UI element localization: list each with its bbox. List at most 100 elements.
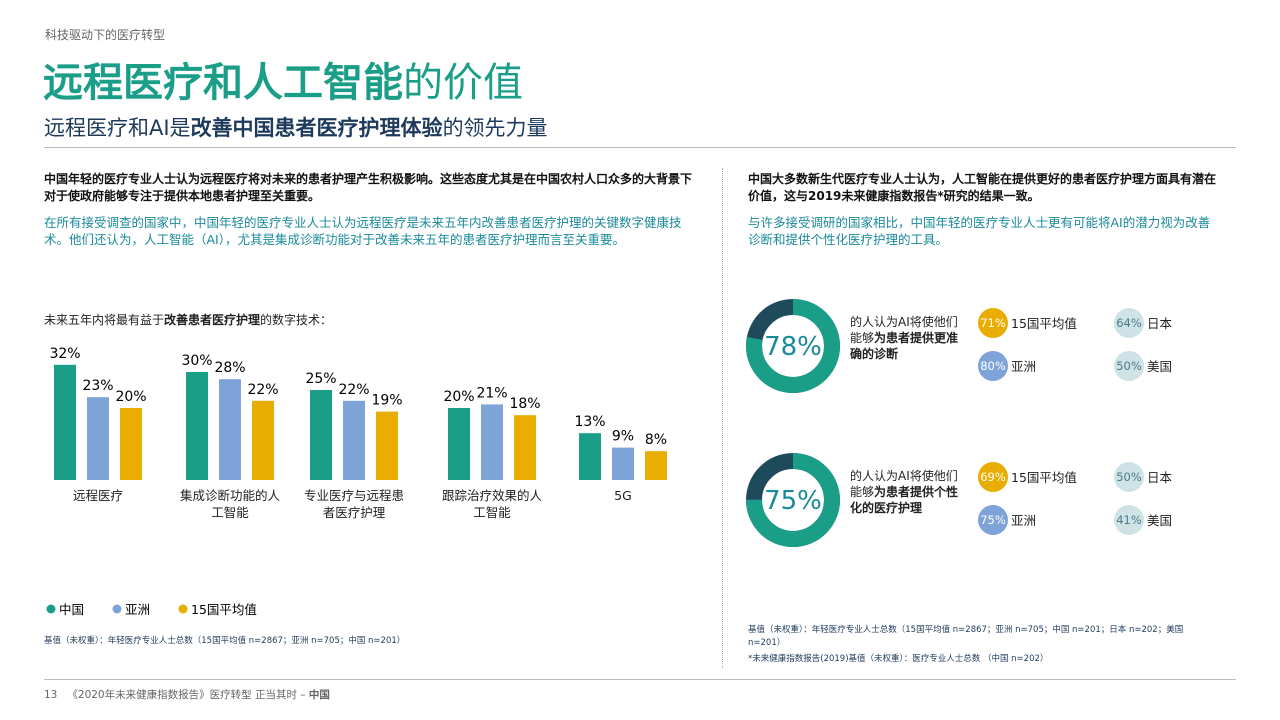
- stat-circle: [1114, 505, 1144, 535]
- right-body: 与许多接受调研的国家相比，中国年轻的医疗专业人士更有可能将AI的潜力视为改善诊断…: [748, 215, 1211, 247]
- bar: [514, 415, 536, 480]
- bar: [87, 397, 109, 480]
- donut-arc: [746, 299, 840, 393]
- value-label: 22%: [247, 382, 278, 398]
- donut-label: 78%: [764, 332, 822, 362]
- stat-circle: [978, 308, 1008, 338]
- value-label: 21%: [476, 385, 507, 401]
- stat-name: 美国: [1147, 513, 1172, 528]
- left-lead: 中国年轻的医疗专业人士认为远程医疗将对未来的患者护理产生积极影响。这些态度尤其是…: [44, 172, 693, 203]
- footer-country: 中国: [308, 689, 330, 701]
- stat-name: 15国平均值: [1011, 316, 1077, 331]
- legend-dot: [46, 604, 56, 614]
- rule: [44, 147, 1236, 148]
- stat-value: 75%: [980, 513, 1006, 527]
- stat-value: 50%: [1116, 470, 1142, 484]
- bar: [120, 408, 142, 480]
- category-label: 集成诊断功能的人工智能: [179, 488, 280, 520]
- bar: [376, 411, 398, 480]
- bar: [343, 400, 365, 480]
- stat-value: 71%: [980, 316, 1006, 330]
- stat-circle: [1114, 308, 1144, 338]
- bar-chart: 32%23%20%30% 28%22%25%22%19% 20% 21%18%13%9…: [46, 346, 667, 617]
- bar: [645, 451, 667, 480]
- left-note: 基值（未权重）：年轻医疗专业人士总数（15国平均值 n=2867；亚洲 n=70…: [44, 636, 406, 646]
- divider: [722, 168, 724, 668]
- bar: [612, 447, 634, 480]
- value-label: 9%: [612, 429, 634, 445]
- bar: [448, 408, 470, 480]
- category-label: 远程医疗: [72, 488, 123, 503]
- stat-name: 日本: [1147, 316, 1173, 331]
- legend-label: 中国: [59, 602, 84, 617]
- donut-text: 的人认为AI将使他们能够为患者提供个性化的医疗护理: [850, 468, 962, 516]
- legend-label: 亚洲: [125, 602, 150, 617]
- donut-text-a: 的人认为AI将使他们能够: [850, 315, 958, 345]
- bar: [481, 404, 503, 480]
- stat-value: 41%: [1116, 513, 1142, 527]
- stat-value: 50%: [1116, 359, 1142, 373]
- right-note-2: *未来健康指数报告(2019)基值（未权重）：医疗专业人士总数 （中国 n=20…: [748, 654, 1049, 664]
- right-note-1: 基值（未权重）：年轻医疗专业人士总数（15国平均值 n=2867；亚洲 n=70…: [748, 625, 1184, 648]
- footer-text: 《2020年未来健康指数报告》医疗转型 正当其时 –: [67, 689, 309, 701]
- left-body: 在所有接受调查的国家中，中国年轻的医疗专业人士认为远程医疗是未来五年内改善患者医…: [44, 215, 682, 247]
- donut-text-b: 为患者提供个性化的医疗护理: [850, 485, 959, 515]
- stat-circle: [1114, 351, 1144, 381]
- stat-value: 69%: [980, 470, 1006, 484]
- title-rest: 的价值: [403, 60, 523, 106]
- chart-title-c: 的数字技术：: [260, 313, 333, 327]
- legend-label: 15国平均值: [191, 602, 257, 617]
- value-label: 28%: [214, 360, 245, 376]
- stat-name: 日本: [1147, 470, 1173, 485]
- title-main: 远程医疗和人工智能: [43, 60, 403, 106]
- bar: [54, 364, 76, 480]
- subtitle: 远程医疗和AI是改善中国患者医疗护理体验的领先力量: [44, 112, 548, 142]
- donut-text-b: 为患者提供更准确的诊断: [850, 331, 959, 361]
- value-label: 22%: [338, 382, 369, 398]
- donut-label: 75%: [764, 486, 822, 516]
- category-label: 5G: [614, 488, 632, 503]
- value-label: 23%: [82, 378, 113, 394]
- donut-text: 的人认为AI将使他们能够为患者提供更准确的诊断: [850, 314, 962, 362]
- stat-value: 64%: [1116, 316, 1142, 330]
- subtitle-b: 改善中国患者医疗护理体验: [190, 116, 443, 140]
- value-label: 32%: [49, 346, 80, 362]
- bar: [252, 400, 274, 480]
- stat-name: 15国平均值: [1011, 470, 1077, 485]
- right-lead: 中国大多数新生代医疗专业人士认为，人工智能在提供更好的患者医疗护理方面具有潜在价…: [748, 172, 1217, 203]
- kicker: 科技驱动下的医疗转型: [45, 28, 166, 42]
- bar: [186, 372, 208, 480]
- subtitle-c: 的领先力量: [442, 116, 548, 140]
- stat-name: 亚洲: [1011, 513, 1036, 528]
- stat-name: 美国: [1147, 359, 1172, 374]
- value-label: 30%: [181, 353, 212, 369]
- value-label: 20%: [443, 389, 474, 405]
- bar: [579, 433, 601, 480]
- value-label: 19%: [371, 393, 402, 409]
- chart-title-a: 未来五年内将最有益于: [44, 313, 165, 327]
- value-label: 25%: [305, 371, 336, 387]
- stat-circle: [978, 505, 1008, 535]
- category-label: 跟踪治疗效果的人工智能: [441, 488, 542, 520]
- footer: 13 《2020年未来健康指数报告》医疗转型 正当其时 – 中国: [44, 687, 330, 702]
- stat-value: 80%: [980, 359, 1006, 373]
- value-label: 20%: [115, 389, 146, 405]
- stat-name: 亚洲: [1011, 359, 1036, 374]
- subtitle-a: 远程医疗和AI是: [44, 116, 191, 140]
- title: 远程医疗和人工智能的价值: [43, 58, 523, 108]
- donut-text-a: 的人认为AI将使他们能够: [850, 469, 958, 499]
- legend-dot: [112, 604, 122, 614]
- chart-title: 未来五年内将最有益于改善患者医疗护理的数字技术：: [44, 311, 332, 328]
- legend-dot: [178, 604, 188, 614]
- donut-arc: [746, 453, 840, 547]
- category-label: 专业医疗与远程患者医疗护理: [303, 488, 404, 520]
- bar: [219, 379, 241, 480]
- value-label: 8%: [645, 432, 667, 448]
- donut-area: 78% 71% 15国平均值 64% 日本 80% 亚洲 50% 美国 75% 69% 15国平均值 5…: [746, 299, 1173, 547]
- footer-rule: [44, 679, 1236, 680]
- bar: [310, 390, 332, 480]
- stat-circle: [1114, 462, 1144, 492]
- value-label: 13%: [574, 414, 605, 430]
- page-number: 13: [44, 689, 58, 701]
